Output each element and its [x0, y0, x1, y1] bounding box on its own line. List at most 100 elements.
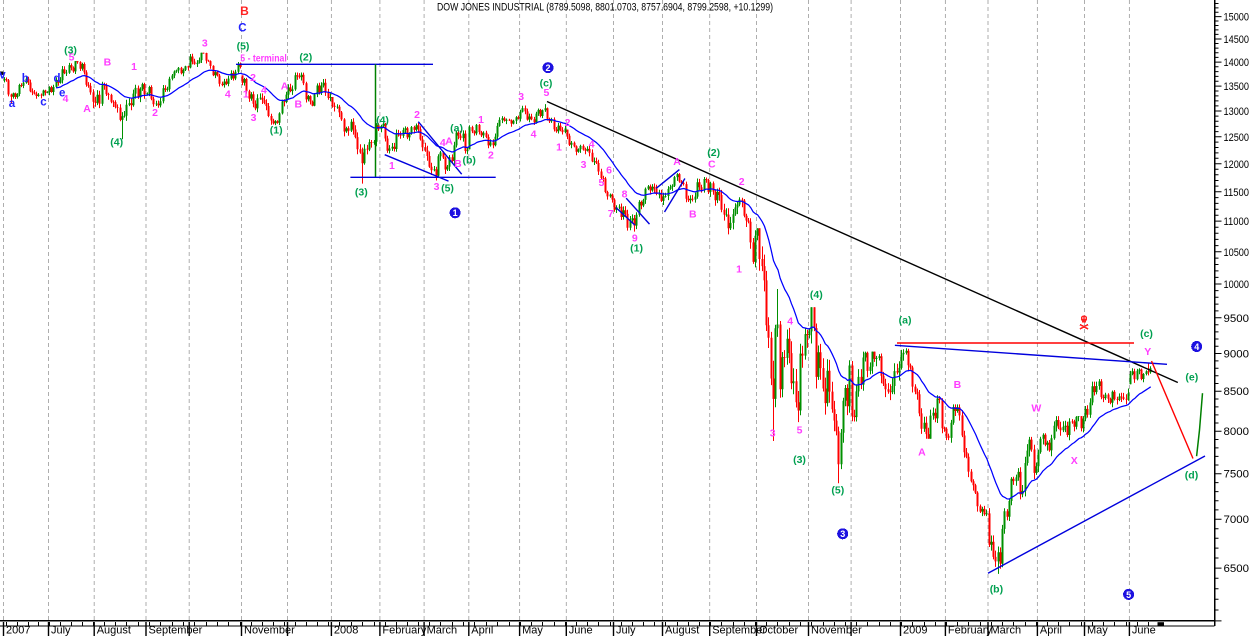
svg-text:10000: 10000 — [1224, 279, 1250, 291]
svg-text:2: 2 — [545, 63, 550, 73]
svg-text:A: A — [918, 447, 926, 459]
svg-text:9: 9 — [632, 233, 638, 245]
svg-text:April: April — [1040, 625, 1062, 636]
svg-text:(5): (5) — [831, 485, 844, 497]
svg-text:June: June — [1132, 625, 1156, 636]
svg-text:b: b — [22, 73, 29, 85]
svg-text:9500: 9500 — [1224, 313, 1250, 325]
svg-text:September: September — [149, 625, 203, 636]
svg-text:1: 1 — [556, 141, 562, 153]
svg-text:10500: 10500 — [1224, 247, 1250, 259]
svg-text:3: 3 — [770, 428, 776, 440]
svg-text:March: March — [991, 625, 1022, 636]
svg-text:3: 3 — [840, 529, 845, 539]
svg-text:(c): (c) — [1140, 328, 1153, 340]
svg-text:(2): (2) — [299, 51, 312, 63]
svg-text:(c): (c) — [540, 78, 553, 90]
svg-text:C: C — [238, 22, 246, 34]
svg-text:B: B — [689, 208, 697, 220]
svg-text:October: October — [759, 625, 798, 636]
svg-text:7500: 7500 — [1224, 469, 1250, 481]
svg-text:6: 6 — [606, 165, 612, 177]
svg-text:13000: 13000 — [1224, 106, 1250, 118]
svg-text:15000: 15000 — [1224, 12, 1250, 24]
svg-text:A: A — [83, 103, 91, 115]
svg-text:(2): (2) — [707, 147, 720, 159]
svg-text:(1): (1) — [630, 243, 643, 255]
svg-text:e: e — [59, 88, 65, 100]
svg-text:(4): (4) — [810, 289, 823, 301]
svg-text:3: 3 — [581, 159, 587, 171]
svg-text:April: April — [471, 625, 493, 636]
svg-text:July: July — [51, 625, 71, 636]
svg-text:(b): (b) — [990, 584, 1003, 596]
svg-text:2: 2 — [250, 72, 256, 84]
svg-text:1: 1 — [243, 88, 249, 100]
svg-text:2: 2 — [152, 107, 158, 119]
svg-text:5: 5 — [543, 87, 549, 99]
svg-text:2: 2 — [565, 117, 571, 129]
svg-text:B: B — [240, 4, 249, 18]
svg-text:(b): (b) — [462, 154, 475, 166]
svg-text:3: 3 — [202, 38, 208, 50]
svg-text:B: B — [454, 158, 462, 170]
svg-text:v: v — [0, 69, 6, 81]
svg-text:1: 1 — [453, 208, 458, 218]
svg-text:(3): (3) — [355, 187, 368, 199]
svg-text:1: 1 — [478, 114, 484, 126]
svg-text:(e): (e) — [1185, 372, 1198, 384]
svg-text:7000: 7000 — [1224, 514, 1250, 526]
svg-text:c: c — [40, 96, 47, 108]
svg-text:4: 4 — [225, 88, 231, 100]
svg-text:B: B — [954, 379, 962, 391]
svg-text:DOW JONES INDUSTRIAL (8789.509: DOW JONES INDUSTRIAL (8789.5098, 8801.07… — [437, 2, 773, 14]
svg-text:4: 4 — [1194, 342, 1199, 352]
svg-text:4: 4 — [63, 93, 69, 105]
svg-text:1: 1 — [389, 160, 395, 172]
svg-text:1: 1 — [736, 264, 742, 276]
svg-text:A: A — [445, 136, 453, 148]
svg-text:2008: 2008 — [334, 625, 358, 636]
svg-text:A: A — [281, 81, 289, 93]
svg-text:14500: 14500 — [1224, 34, 1250, 46]
svg-text:B: B — [104, 57, 112, 69]
svg-text:May: May — [522, 625, 543, 636]
svg-text:3: 3 — [251, 112, 257, 124]
svg-text:November: November — [811, 625, 862, 636]
svg-text:5: 5 — [69, 52, 75, 64]
svg-text:9000: 9000 — [1224, 349, 1250, 361]
svg-text:8: 8 — [622, 189, 628, 201]
svg-text:a: a — [9, 98, 16, 110]
svg-text:5: 5 — [598, 177, 604, 189]
svg-text:(a): (a) — [450, 122, 463, 134]
svg-text:d: d — [53, 73, 60, 85]
svg-text:(d): (d) — [1185, 470, 1198, 482]
svg-text:(4): (4) — [376, 115, 389, 127]
svg-text:August: August — [97, 625, 131, 636]
svg-text:Y: Y — [1144, 346, 1151, 358]
svg-text:February: February — [948, 625, 993, 636]
svg-text:2009: 2009 — [903, 625, 927, 636]
svg-text:13500: 13500 — [1224, 81, 1250, 93]
svg-text:4: 4 — [531, 129, 537, 141]
svg-text:March: March — [427, 625, 458, 636]
svg-text:4: 4 — [261, 85, 267, 97]
svg-text:C: C — [708, 158, 716, 170]
svg-text:7: 7 — [608, 208, 614, 220]
svg-text:4: 4 — [440, 137, 446, 149]
svg-text:4: 4 — [787, 315, 793, 327]
svg-text:8500: 8500 — [1224, 386, 1250, 398]
svg-text:(a): (a) — [899, 315, 912, 327]
svg-text:(5): (5) — [441, 183, 454, 195]
svg-text:May: May — [1087, 625, 1108, 636]
svg-text:12000: 12000 — [1224, 159, 1250, 171]
svg-text:6500: 6500 — [1224, 563, 1250, 575]
svg-text:11000: 11000 — [1224, 216, 1250, 228]
svg-text:2: 2 — [414, 109, 420, 121]
svg-text:1: 1 — [131, 61, 137, 73]
svg-text:8000: 8000 — [1224, 426, 1250, 438]
svg-text:September: September — [712, 625, 766, 636]
svg-text:5 - terminal: 5 - terminal — [240, 53, 287, 65]
svg-text:14000: 14000 — [1224, 57, 1250, 69]
svg-text:2: 2 — [488, 150, 494, 162]
